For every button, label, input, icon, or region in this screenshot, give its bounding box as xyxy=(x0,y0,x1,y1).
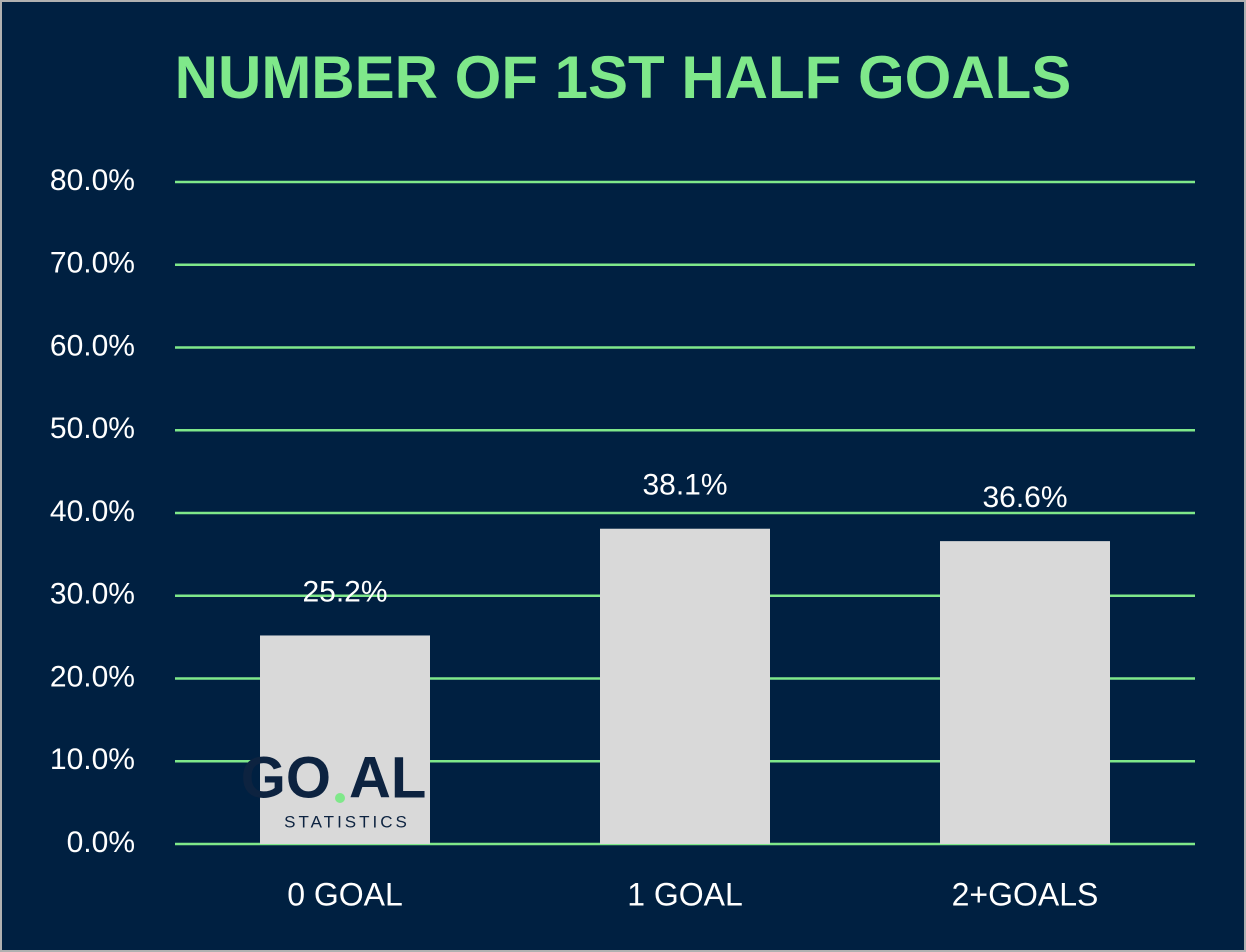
y-tick-label: 80.0% xyxy=(50,164,135,197)
chart-title: NUMBER OF 1ST HALF GOALS xyxy=(175,44,1072,111)
value-label: 25.2% xyxy=(302,575,387,608)
value-label: 36.6% xyxy=(982,481,1067,514)
y-tick-label: 10.0% xyxy=(50,743,135,776)
y-tick-label: 0.0% xyxy=(67,826,135,859)
y-tick-label: 20.0% xyxy=(50,660,135,693)
x-tick-label: 2+GOALS xyxy=(952,876,1099,912)
x-tick-label: 1 GOAL xyxy=(627,876,743,912)
bar xyxy=(600,528,770,844)
logo-left: GO xyxy=(241,745,331,810)
logo-right: AL xyxy=(349,745,426,810)
bar xyxy=(940,541,1110,844)
value-label: 38.1% xyxy=(642,469,727,502)
y-tick-label: 70.0% xyxy=(50,247,135,280)
logo-tagline: STATISTICS xyxy=(284,812,410,831)
y-tick-label: 50.0% xyxy=(50,412,135,445)
bar xyxy=(260,635,430,844)
y-tick-label: 60.0% xyxy=(50,329,135,362)
y-tick-label: 40.0% xyxy=(50,495,135,528)
y-tick-label: 30.0% xyxy=(50,578,135,611)
logo-dot xyxy=(335,793,345,803)
x-tick-label: 0 GOAL xyxy=(287,876,403,912)
